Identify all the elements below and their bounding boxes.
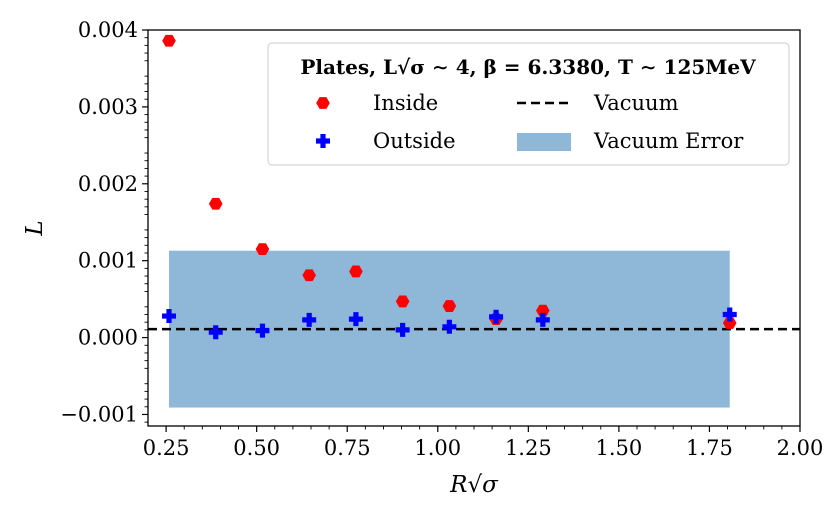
- legend-inside-marker: [316, 97, 330, 109]
- y-axis-ticks: −0.001 0.000 0.001 0.002 0.003 0.004: [60, 18, 148, 426]
- legend-vacuum-label: Vacuum: [593, 91, 679, 115]
- inside-point: [536, 304, 550, 317]
- x-tick-label: 1.00: [414, 436, 461, 460]
- outside-point: [162, 309, 177, 324]
- inside-point: [395, 295, 410, 308]
- inside-series: [162, 34, 737, 329]
- legend: Plates, L√σ ∼ 4, β = 6.3380, T ∼ 125MeV …: [267, 42, 790, 166]
- outside-point: [489, 309, 504, 324]
- legend-box: [267, 42, 790, 166]
- legend-outside-label: Outside: [373, 129, 456, 153]
- x-tick-label: 1.75: [686, 436, 733, 460]
- y-tick-label: 0.001: [78, 249, 138, 273]
- inside-point: [722, 317, 737, 329]
- legend-outside-plus: [316, 134, 330, 148]
- x-tick-label: 1.50: [596, 436, 643, 460]
- x-axis-ticks: 0.25 0.50 0.75 1.00 1.25 1.50 1.75 2.00: [143, 426, 824, 460]
- outside-point: [208, 325, 223, 340]
- outside-point: [722, 307, 737, 322]
- x-tick-label: 0.50: [233, 436, 280, 460]
- x-tick-label: 0.75: [324, 436, 371, 460]
- outside-point: [348, 312, 363, 327]
- x-tick-label: 2.00: [777, 436, 824, 460]
- x-axis-label: R√σ: [449, 472, 499, 498]
- outside-point: [302, 312, 317, 327]
- outside-series: [162, 307, 737, 340]
- inside-point: [302, 269, 316, 282]
- inside-point: [208, 197, 223, 210]
- outside-point: [442, 319, 457, 334]
- inside-point: [349, 265, 363, 278]
- plot-area: [148, 34, 800, 408]
- x-tick-label: 1.25: [505, 436, 552, 460]
- outside-point: [535, 312, 550, 327]
- legend-vacuum-error-label: Vacuum Error: [593, 129, 744, 153]
- legend-outside-marker: [316, 134, 330, 148]
- legend-vacuum-error-swatch: [517, 133, 571, 151]
- y-tick-label: 0.000: [78, 326, 138, 350]
- y-tick-label: 0.003: [78, 95, 138, 119]
- x-tick-label: 0.25: [143, 436, 190, 460]
- y-tick-label: −0.001: [60, 402, 138, 426]
- legend-inside-hexagon: [316, 97, 330, 109]
- inside-point: [442, 300, 457, 312]
- outside-point: [395, 322, 410, 337]
- legend-title: Plates, L√σ ∼ 4, β = 6.3380, T ∼ 125MeV: [300, 55, 756, 79]
- outside-point: [255, 323, 270, 338]
- legend-inside-label: Inside: [373, 91, 438, 115]
- y-axis-label: L: [22, 220, 48, 236]
- y-tick-label: 0.002: [78, 172, 138, 196]
- y-tick-label: 0.004: [78, 18, 138, 42]
- inside-point: [162, 34, 176, 47]
- inside-point: [255, 243, 270, 256]
